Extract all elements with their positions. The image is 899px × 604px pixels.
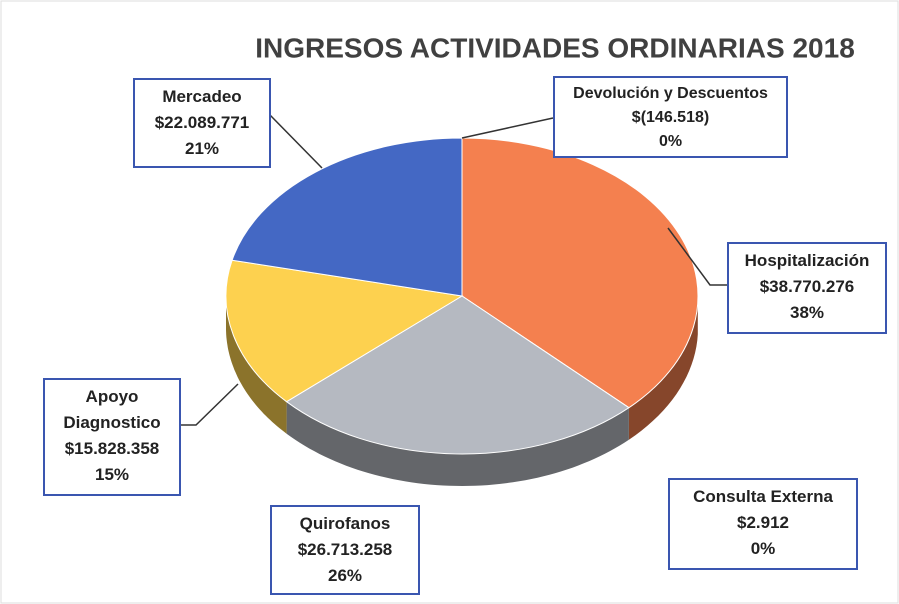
label-box: Consulta Externa $2.912 0%: [668, 478, 858, 570]
leader-lines: [181, 114, 727, 426]
label-box: Hospitalización $38.770.276 38%: [727, 242, 887, 334]
label-percent: 26%: [327, 566, 363, 585]
label-value: $15.828.358: [64, 439, 160, 458]
leader-line: [667, 227, 727, 286]
leader-line: [181, 383, 239, 426]
pie: [225, 137, 699, 486]
chart-title: INGRESOS ACTIVIDADES ORDINARIAS 2018: [255, 32, 855, 63]
label-category: Consulta Externa: [693, 487, 833, 506]
label-box: Mercadeo $22.089.771 21%: [133, 78, 271, 168]
label-percent: 0%: [750, 539, 776, 558]
label-box: Apoyo Diagnostico $15.828.358 15%: [43, 378, 181, 496]
label-category: Quirofanos: [299, 514, 391, 533]
pie-slice: [225, 259, 464, 403]
label-percent: 38%: [789, 303, 825, 322]
leader-line: [269, 114, 323, 169]
pie-side: [226, 297, 287, 434]
label-category: Mercadeo: [162, 87, 242, 106]
label-value: $38.770.276: [759, 277, 855, 296]
label-box: Devolución y Descuentos $(146.518) 0%: [553, 76, 788, 158]
label-value: $(146.518): [631, 109, 710, 126]
label-value: $2.912: [737, 513, 789, 532]
label-value: $22.089.771: [154, 113, 250, 132]
label-value: $26.713.258: [297, 540, 393, 559]
label-percent: 21%: [184, 139, 220, 158]
pie-side: [286, 401, 629, 486]
pie-side: [628, 302, 698, 440]
label-category: Hospitalización: [744, 251, 870, 270]
label-category: Apoyo Diagnostico: [63, 387, 161, 432]
pie-slice: [231, 137, 463, 297]
label-percent: 0%: [658, 133, 683, 150]
leader-line: [461, 117, 554, 139]
pie-slice: [285, 295, 630, 455]
label-category: Devolución y Descuentos: [573, 85, 768, 102]
pie-slice: [461, 137, 699, 409]
label-box: Quirofanos $26.713.258 26%: [270, 505, 420, 595]
label-percent: 15%: [94, 465, 130, 484]
